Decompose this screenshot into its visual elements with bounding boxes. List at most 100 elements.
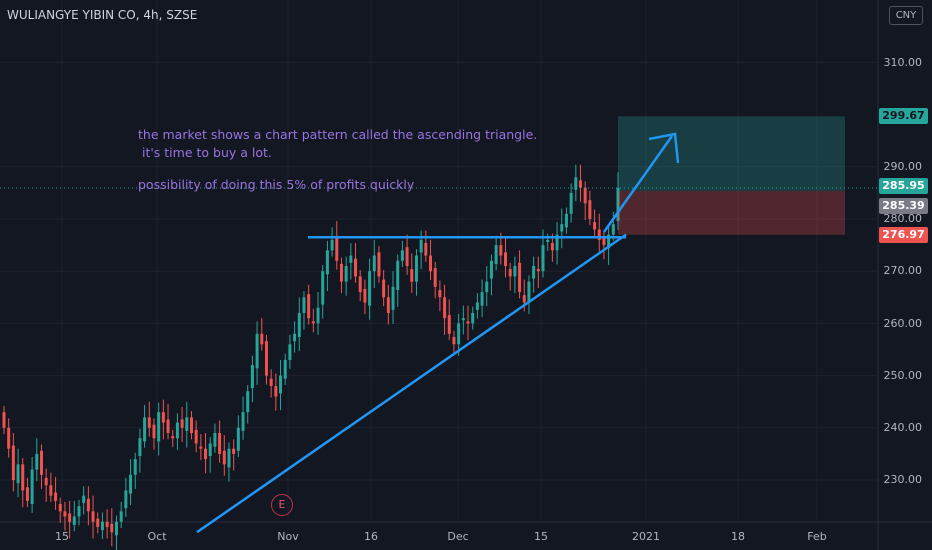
candle-body [124, 490, 128, 509]
candle-body [185, 417, 189, 431]
annotation-line-2: it's time to buy a lot. [138, 145, 272, 160]
candle-body [194, 429, 198, 444]
candle-body [372, 255, 376, 272]
long-position-loss-zone [618, 190, 845, 235]
candle-body [583, 187, 587, 204]
candle-body [250, 365, 254, 389]
earnings-event-marker[interactable]: E [271, 494, 293, 516]
stop-price-badge: 276.97 [879, 227, 928, 243]
candle-body [321, 271, 325, 305]
candle-body [161, 412, 165, 423]
candle-body [396, 260, 400, 290]
x-tick-label: Nov [277, 530, 299, 543]
candle-body [475, 302, 479, 310]
y-tick-label: 230.00 [883, 473, 923, 486]
candle-body [82, 495, 86, 503]
candle-body [222, 450, 226, 465]
candle-body [297, 312, 301, 337]
candle-body [255, 333, 259, 369]
y-tick-label: 250.00 [883, 369, 923, 382]
candle-body [368, 271, 372, 306]
candle-body [302, 297, 306, 313]
candle-body [339, 263, 343, 282]
x-tick-label: Oct [147, 530, 167, 543]
candle-body [419, 239, 423, 253]
candle-body [391, 286, 395, 310]
candle-body [246, 391, 250, 413]
candle-body [508, 269, 512, 277]
current-price-badge: 285.95 [879, 178, 928, 194]
candle-body [166, 419, 170, 434]
candle-body [536, 269, 540, 272]
x-tick-label: Dec [447, 530, 469, 543]
candle-body [236, 427, 240, 451]
candle-body [593, 222, 597, 230]
candle-body [433, 268, 437, 287]
candle-body [72, 516, 76, 525]
candle-body [405, 247, 409, 266]
candle-body [143, 417, 147, 442]
annotation-line-1: the market shows a chart pattern called … [138, 127, 538, 142]
candle-body [555, 234, 559, 251]
candle-body [279, 375, 283, 394]
candle-body [611, 224, 615, 235]
candle-body [616, 187, 620, 222]
candle-body [471, 312, 475, 324]
candle-body [105, 521, 109, 527]
candle-body [204, 448, 208, 460]
candle-body [114, 521, 118, 536]
candle-body [518, 262, 522, 293]
candle-body [354, 258, 358, 277]
candle-body [569, 192, 573, 214]
candle-body [96, 518, 100, 527]
candle-body [550, 243, 554, 251]
candle-body [564, 213, 568, 228]
breakout-arrow-shaft [602, 135, 674, 233]
candle-body [269, 378, 273, 387]
candle-body [11, 445, 15, 480]
candle-body [21, 464, 25, 491]
candle-body [232, 448, 236, 454]
candle-body [588, 200, 592, 219]
candle-body [546, 239, 550, 242]
candle-body [25, 487, 29, 501]
candle-body [527, 281, 531, 303]
candle-body [35, 453, 39, 470]
candle-body [91, 511, 95, 522]
candle-body [152, 424, 156, 439]
candle-body [175, 422, 179, 439]
candle-body [30, 469, 34, 505]
x-tick-label: 16 [364, 530, 378, 543]
candle-body [241, 412, 245, 431]
target-price-badge: 299.67 [879, 108, 928, 124]
ascending-trendline [196, 233, 627, 534]
candle-body [513, 265, 517, 277]
candle-body [54, 492, 58, 501]
candle-body [283, 359, 287, 379]
x-tick-label: 15 [55, 530, 69, 543]
candle-body [443, 297, 447, 319]
candle-body [316, 307, 320, 324]
candle-body [44, 477, 48, 486]
candle-body [218, 433, 222, 454]
candle-body [129, 474, 133, 494]
x-tick-label: 18 [731, 530, 745, 543]
candle-body [39, 450, 43, 475]
currency-button[interactable]: CNY [889, 6, 923, 25]
candle-body [311, 321, 315, 324]
candle-body [274, 386, 278, 397]
symbol-title[interactable]: WULIANGYE YIBIN CO, 4h, SZSE [7, 8, 198, 22]
candle-body [63, 511, 67, 517]
long-position-profit-zone [618, 116, 845, 191]
annotation-line-3: possibility of doing this 5% of profits … [138, 177, 415, 192]
candle-body [180, 419, 184, 428]
candle-body [110, 523, 114, 533]
candle-body [485, 281, 489, 293]
candle-body [499, 245, 503, 256]
candle-body [199, 446, 203, 449]
y-tick-label: 240.00 [883, 421, 923, 434]
candle-body [16, 464, 20, 484]
candle-body [213, 433, 217, 447]
